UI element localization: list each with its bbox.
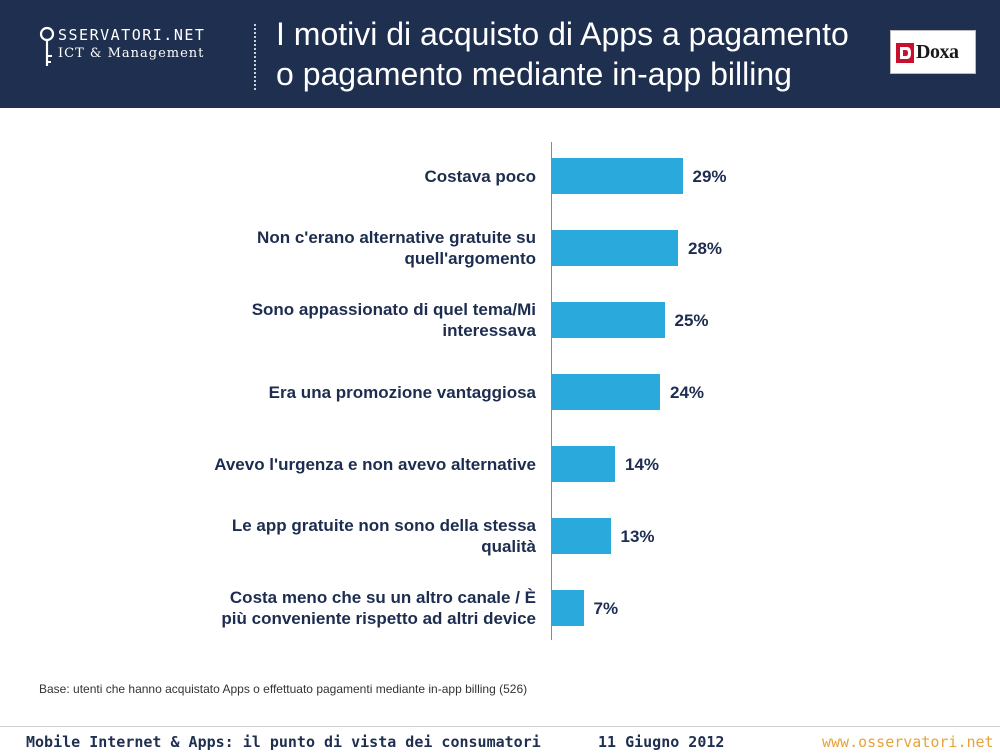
bar-value-label: 13%: [620, 527, 655, 546]
title-line-1: I motivi di acquisto di Apps a pagamento: [276, 16, 849, 52]
category-label-line: Non c'erano alternative gratuite su: [257, 228, 536, 247]
bar-value-label: 29%: [692, 167, 727, 186]
bar-value-label: 25%: [674, 311, 709, 330]
category-label-line: Sono appassionato di quel tema/Mi: [251, 300, 536, 319]
category-label: Sono appassionato di quel tema/Mi interes…: [140, 299, 536, 341]
doxa-wordmark: Doxa: [916, 41, 959, 63]
header-divider: [254, 24, 256, 90]
bar-value-label: 24%: [670, 383, 705, 402]
osservatori-logo[interactable]: SSERVATORI.NET ICT & Management: [38, 26, 238, 76]
category-label: Costava poco: [140, 166, 536, 187]
bar: [552, 446, 615, 482]
footer-date: 11 Giugno 2012: [598, 733, 725, 751]
base-note: Base: utenti che hanno acquistato Apps o…: [39, 682, 528, 696]
footer-divider: [0, 726, 1000, 727]
footer-event-title: Mobile Internet & Apps: il punto di vist…: [26, 733, 541, 751]
category-label: Avevo l'urgenza e non avevo alternative: [140, 454, 536, 475]
bar: [552, 518, 611, 554]
category-label-line: Costa meno che su un altro canale / È: [229, 588, 536, 607]
doxa-mark-icon: [896, 43, 914, 63]
footer-website-link[interactable]: www.osservatori.net: [822, 733, 994, 751]
category-label-line: più conveniente rispetto ad altri device: [221, 609, 536, 628]
category-label-line: quell'argomento: [404, 249, 536, 268]
category-axis-line: [551, 142, 552, 640]
category-label-line: Le app gratuite non sono della stessa: [231, 516, 536, 535]
category-label: Era una promozione vantaggiosa: [140, 382, 536, 403]
category-label-line: qualità: [481, 537, 536, 556]
bar: [552, 158, 683, 194]
bar-value-label: 28%: [688, 239, 723, 258]
category-label: Costa meno che su un altro canale / È più…: [140, 587, 536, 629]
bar: [552, 230, 678, 266]
category-label: Non c'erano alternative gratuite su quell…: [140, 227, 536, 269]
page-title: I motivi di acquisto di Apps a pagamento…: [276, 14, 876, 94]
category-label-line: Costava poco: [424, 166, 536, 186]
bar: [552, 302, 665, 338]
bar-value-label: 14%: [625, 455, 660, 474]
title-line-2: o pagamento mediante in-app billing: [276, 56, 792, 92]
header-banner: SSERVATORI.NET ICT & Management I motivi…: [0, 0, 1000, 108]
doxa-logo[interactable]: Doxa: [890, 30, 976, 74]
key-icon: [39, 26, 55, 66]
logo-tagline: ICT & Management: [58, 46, 205, 61]
bar-value-label: 7%: [593, 599, 619, 618]
logo-wordmark: SSERVATORI.NET: [58, 26, 206, 44]
bar: [552, 374, 660, 410]
category-label-line: interessava: [442, 321, 536, 340]
bar: [552, 590, 584, 626]
category-label-line: Avevo l'urgenza e non avevo alternative: [214, 454, 536, 474]
category-label-line: Era una promozione vantaggiosa: [268, 382, 536, 402]
category-label: Le app gratuite non sono della stessa qua…: [140, 515, 536, 557]
